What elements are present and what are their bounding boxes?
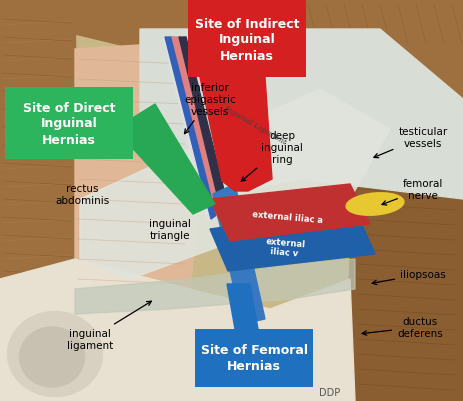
Ellipse shape <box>7 312 102 397</box>
FancyBboxPatch shape <box>5 88 133 160</box>
Text: iliopsoas: iliopsoas <box>372 269 446 285</box>
Polygon shape <box>75 0 463 160</box>
FancyBboxPatch shape <box>195 329 313 387</box>
Text: Site of Direct
Inguinal
Hernias: Site of Direct Inguinal Hernias <box>23 101 115 146</box>
Text: deep
inguinal
ring: deep inguinal ring <box>241 131 303 182</box>
Polygon shape <box>140 30 463 200</box>
Polygon shape <box>0 259 355 401</box>
Polygon shape <box>172 38 225 219</box>
Polygon shape <box>213 184 265 324</box>
Text: ductus
deferens: ductus deferens <box>362 316 443 338</box>
Text: inguinal
ligament: inguinal ligament <box>67 302 151 350</box>
Polygon shape <box>227 284 258 329</box>
Text: inguinal
triangle: inguinal triangle <box>149 219 191 240</box>
Polygon shape <box>0 0 80 401</box>
Polygon shape <box>210 184 370 241</box>
Text: Inguinal Ligament: Inguinal Ligament <box>222 103 288 146</box>
Polygon shape <box>165 38 218 219</box>
Polygon shape <box>75 259 355 314</box>
Text: Site of Femoral
Hernias: Site of Femoral Hernias <box>200 344 307 373</box>
Polygon shape <box>179 38 230 219</box>
Text: DDP: DDP <box>319 387 341 397</box>
Polygon shape <box>75 45 200 309</box>
Text: external
iliac v: external iliac v <box>264 236 306 259</box>
Polygon shape <box>345 100 463 401</box>
Ellipse shape <box>346 193 404 216</box>
Polygon shape <box>80 90 390 279</box>
Polygon shape <box>210 209 375 271</box>
Text: external iliac a: external iliac a <box>252 210 324 225</box>
FancyBboxPatch shape <box>188 0 306 78</box>
Ellipse shape <box>19 327 85 387</box>
Text: Site of Indirect
Inguinal
Hernias: Site of Indirect Inguinal Hernias <box>195 18 299 62</box>
Polygon shape <box>163 38 230 219</box>
Text: inferior
epigastric
vessels: inferior epigastric vessels <box>184 83 236 134</box>
Text: femoral
nerve: femoral nerve <box>382 179 443 206</box>
Text: rectus
abdominis: rectus abdominis <box>55 184 109 205</box>
Text: testicular
vessels: testicular vessels <box>374 127 448 158</box>
Polygon shape <box>200 78 272 192</box>
Polygon shape <box>115 105 215 215</box>
